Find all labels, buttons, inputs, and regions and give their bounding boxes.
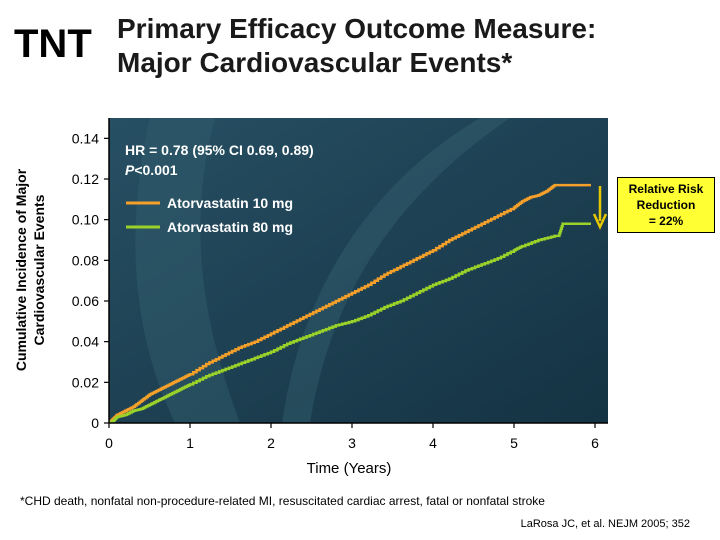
slide-title: Primary Efficacy Outcome Measure: Major … bbox=[117, 12, 707, 80]
y-tick-label: 0.02 bbox=[72, 374, 99, 390]
y-axis-label-line2: Cardiovascular Events bbox=[31, 194, 47, 345]
slide-title-line1: Primary Efficacy Outcome Measure: bbox=[117, 13, 597, 44]
x-tick-label: 5 bbox=[510, 435, 518, 451]
y-axis-ticks: 0 0.02 0.04 0.06 0.08 0.10 0.12 0.14 bbox=[72, 130, 109, 431]
legend-label-80mg: Atorvastatin 80 mg bbox=[167, 219, 293, 235]
p-value-symbol: P bbox=[125, 162, 135, 178]
slide-title-line2: Major Cardiovascular Events* bbox=[117, 47, 513, 78]
x-tick-label: 4 bbox=[429, 435, 437, 451]
legend-label-10mg: Atorvastatin 10 mg bbox=[167, 195, 293, 211]
y-tick-label: 0.10 bbox=[72, 212, 99, 228]
y-tick-label: 0.04 bbox=[72, 334, 99, 350]
p-value-text: <0.001 bbox=[134, 162, 177, 178]
series-line-10mg bbox=[109, 183, 591, 423]
series-line-80mg bbox=[109, 222, 591, 423]
y-tick-label: 0 bbox=[91, 415, 99, 431]
y-tick-label: 0.06 bbox=[72, 293, 99, 309]
down-arrow-icon bbox=[592, 186, 608, 230]
x-axis-ticks: 0 1 2 3 4 5 6 bbox=[105, 423, 599, 451]
x-tick-label: 0 bbox=[105, 435, 113, 451]
citation: LaRosa JC, et al. NEJM 2005; 352 bbox=[520, 518, 690, 530]
y-axis-label-line1: Cumulative Incidence of Major bbox=[13, 168, 29, 371]
y-tick-label: 0.12 bbox=[72, 171, 99, 187]
x-tick-label: 6 bbox=[591, 435, 599, 451]
y-tick-label: 0.14 bbox=[72, 130, 99, 146]
p-value-annotation: P<0.001 bbox=[125, 162, 178, 178]
relative-risk-callout: Relative Risk Reduction = 22% bbox=[617, 177, 715, 233]
x-axis-label: Time (Years) bbox=[307, 460, 392, 477]
plot-decoration bbox=[135, 118, 510, 423]
series-lines bbox=[109, 183, 591, 423]
hazard-ratio-annotation: HR = 0.78 (95% CI 0.69, 0.89) bbox=[125, 142, 314, 158]
y-tick-label: 0.08 bbox=[72, 252, 99, 268]
trial-badge: TNT bbox=[14, 22, 92, 66]
callout-line3: = 22% bbox=[648, 214, 684, 228]
x-tick-label: 2 bbox=[267, 435, 275, 451]
callout-line2: Reduction bbox=[636, 198, 696, 212]
footnote: *CHD death, nonfatal non-procedure-relat… bbox=[20, 494, 545, 508]
x-tick-label: 1 bbox=[186, 435, 194, 451]
x-tick-label: 3 bbox=[348, 435, 356, 451]
callout-line1: Relative Risk bbox=[628, 182, 704, 196]
